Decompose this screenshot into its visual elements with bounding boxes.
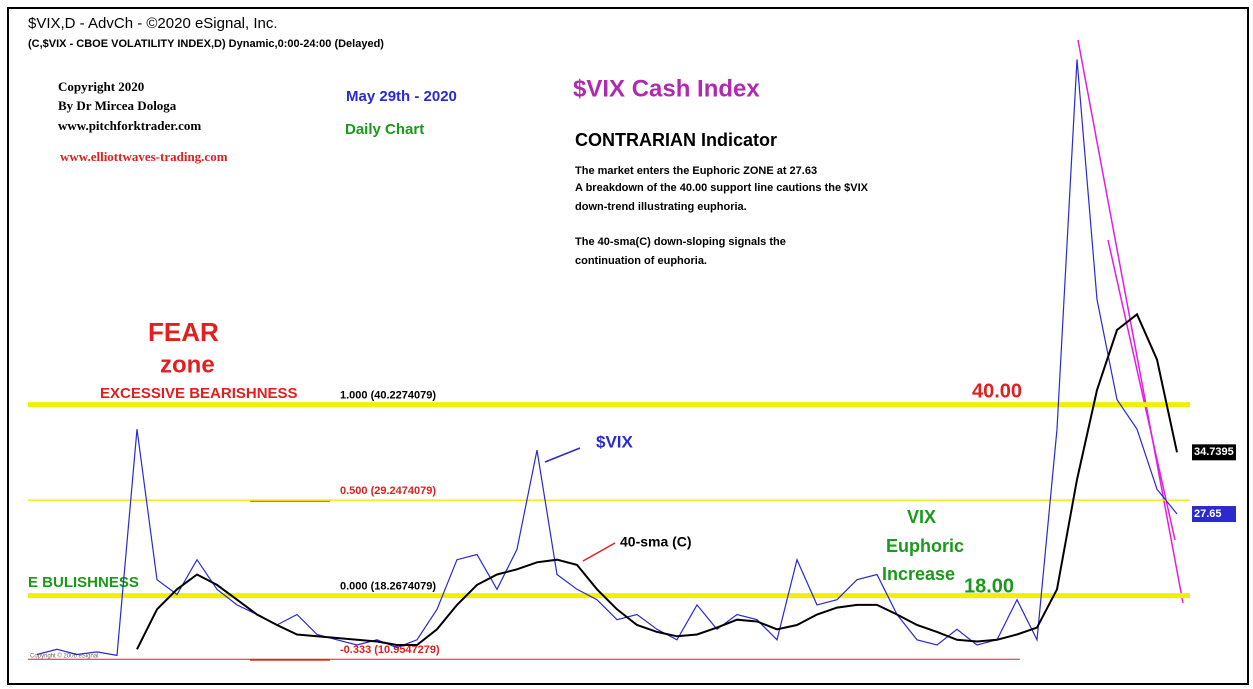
series-line [136,312,1178,650]
euphoric-label: Increase [882,564,955,584]
euphoric-label: VIX [907,507,936,527]
trend-line [1107,239,1176,541]
author: By Dr Mircea Dologa [58,98,177,113]
level-label: 0.000 (18.2674079) [340,581,436,593]
fear-label: FEAR [148,317,219,347]
site: www.elliottwaves-trading.com [60,149,228,164]
series-label: 40-sma (C) [620,534,692,550]
pointer [582,542,616,562]
price-box [1192,444,1236,461]
note: The market enters the Euphoric ZONE at 2… [575,165,817,177]
note: continuation of euphoria. [575,255,707,267]
note: A breakdown of the 40.00 support line ca… [575,182,869,194]
level-label: 1.000 (40.2274079) [340,389,436,401]
zone-label: zone [160,351,215,378]
series-line [36,59,1178,657]
frame [7,7,1249,685]
site: www.pitchforktrader.com [58,118,201,133]
series-label: $VIX [596,432,634,451]
price-label: 34.7395 [1194,446,1234,458]
level-label: 18.00 [964,575,1014,597]
level-label: 0.500 (29.2474079) [340,485,436,497]
period: Daily Chart [345,121,424,138]
indicator: CONTRARIAN Indicator [575,130,777,150]
esignal-note: Copyright © 2006 eSignal [30,653,98,660]
note: The 40-sma(C) down-sloping signals the [575,236,786,248]
note: down-trend illustrating euphoria. [575,201,747,213]
chart-subtitle: (C,$VIX - CBOE VOLATILITY INDEX,D) Dynam… [28,38,384,50]
euphoric-label: Euphoric [886,536,964,556]
price-label: 27.65 [1194,508,1222,520]
copyright: Copyright 2020 [58,79,144,94]
trend-line [1077,39,1184,604]
level-label: 40.00 [972,380,1022,402]
price-box [1192,506,1236,523]
date: May 29th - 2020 [346,88,457,105]
bullish-label: E BULISHNESS [28,574,139,591]
level-label: -0.333 (10.9547279) [340,644,440,656]
chart-title: $VIX,D - AdvCh - ©2020 eSignal, Inc. [28,15,278,32]
bearish-label: EXCESSIVE BEARISHNESS [100,385,298,402]
pointer [544,447,581,463]
headline: $VIX Cash Index [573,75,760,102]
